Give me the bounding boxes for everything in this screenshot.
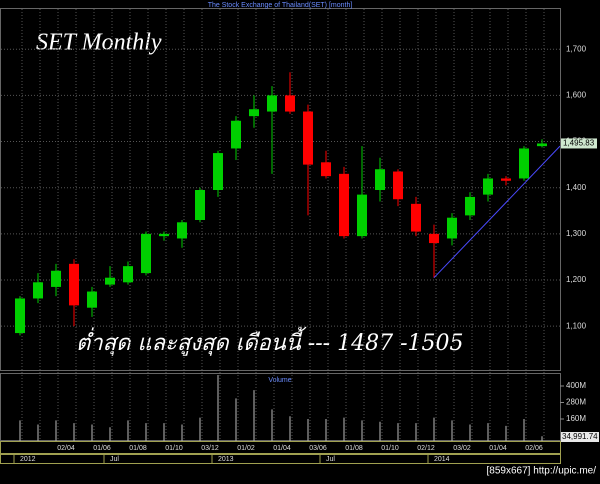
candle-body xyxy=(231,120,241,149)
period-axis xyxy=(0,454,561,464)
candle-body xyxy=(483,178,493,195)
price-panel xyxy=(0,8,561,371)
trendline xyxy=(433,145,561,279)
annotation: ต่ำสุด และสูงสุด เดือนนี้ --- 1487 -1505 xyxy=(76,326,464,356)
x-tick-label: 03/12 xyxy=(201,445,219,452)
last-price-label: 1,495.83 xyxy=(563,139,595,148)
x-tick-label: 02/06 xyxy=(525,445,543,452)
candle-body xyxy=(195,190,205,220)
x-tick-label: 01/08 xyxy=(129,445,147,452)
x-tick-label: 01/10 xyxy=(381,445,399,452)
candle-body xyxy=(267,95,277,112)
footer: [859x667] http://upic.me/ xyxy=(486,466,596,477)
candle-body xyxy=(213,153,223,190)
candle-body xyxy=(69,263,79,306)
period-label: 2012 xyxy=(20,456,36,463)
x-tick-label: 01/04 xyxy=(489,445,507,452)
candle-body xyxy=(105,277,115,285)
y-tick-label: 1,300 xyxy=(566,229,587,238)
chart-title: The Stock Exchange of Thailand(SET) [mon… xyxy=(208,2,353,9)
x-tick-label: 02/12 xyxy=(417,445,435,452)
volume-tick-label: 280M xyxy=(566,398,586,407)
candle-body xyxy=(87,291,97,308)
last-volume-label: 34,991.74 xyxy=(562,432,598,441)
x-tick-label: 01/08 xyxy=(345,445,363,452)
candle-body xyxy=(321,162,331,177)
x-tick-label: 03/06 xyxy=(309,445,327,452)
volume-title: Volume xyxy=(268,377,291,384)
date-axis xyxy=(0,441,561,454)
candle-body xyxy=(393,171,403,200)
last-volume-box xyxy=(561,432,599,442)
candle-body xyxy=(141,233,151,274)
candle-body xyxy=(537,143,547,147)
period-label: 2013 xyxy=(218,456,234,463)
period-label: 2014 xyxy=(434,456,450,463)
y-tick-label: 1,700 xyxy=(566,44,587,53)
y-tick-label: 1,600 xyxy=(566,90,587,99)
x-tick-label: 01/02 xyxy=(237,445,255,452)
y-tick-label: 1,400 xyxy=(566,183,587,192)
chart-label: SET Monthly xyxy=(36,30,162,56)
candle-body xyxy=(339,173,349,237)
candle-body xyxy=(249,109,259,117)
candle-body xyxy=(357,194,367,237)
candle-body xyxy=(51,270,61,287)
x-tick-label: 01/10 xyxy=(165,445,183,452)
candle-body xyxy=(303,111,313,165)
volume-tick-label: 400M xyxy=(566,381,586,390)
y-tick-label: 1,200 xyxy=(566,275,587,284)
y-tick-label: 1,100 xyxy=(566,321,587,330)
volume-tick-label: 160M xyxy=(566,414,586,423)
candle-body xyxy=(177,222,187,239)
period-label: Jul xyxy=(326,456,335,463)
candle-body xyxy=(447,217,457,239)
x-tick-label: 01/06 xyxy=(93,445,111,452)
candle-body xyxy=(285,95,295,112)
period-label: Jul xyxy=(110,456,119,463)
candle-body xyxy=(501,178,511,181)
candle-body xyxy=(411,203,421,232)
x-tick-label: 03/02 xyxy=(453,445,471,452)
candle-body xyxy=(159,233,169,237)
candle-body xyxy=(15,298,25,334)
candle-body xyxy=(429,233,439,244)
candle-body xyxy=(33,282,43,299)
x-tick-label: 01/04 xyxy=(273,445,291,452)
last-price-box xyxy=(561,138,597,149)
volume-panel xyxy=(0,373,561,441)
candle-body xyxy=(375,169,385,190)
candle-body xyxy=(123,266,133,283)
x-tick-label: 02/04 xyxy=(57,445,75,452)
candle-body xyxy=(465,196,475,216)
candle-body xyxy=(519,148,529,179)
